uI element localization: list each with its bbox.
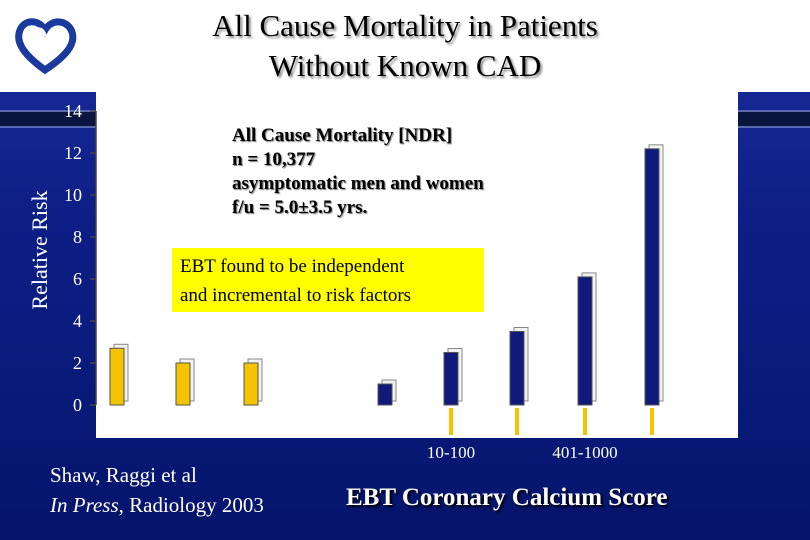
citation: Shaw, Raggi et al In Press, Radiology 20…: [50, 460, 264, 520]
finding-callout: EBT found to be independent and incremen…: [172, 248, 484, 312]
bar-5: [509, 331, 525, 406]
bar-3: [377, 383, 393, 406]
y-tick-label: 12: [64, 143, 82, 163]
y-tick-label: 4: [73, 311, 82, 331]
left-decor-bar: [0, 110, 96, 128]
category-tick: [583, 408, 587, 435]
title-band: [0, 0, 810, 92]
citation-line-2: In Press, Radiology 2003: [50, 490, 264, 520]
title-line-2: Without Known CAD: [268, 48, 542, 83]
y-tick-label: 8: [73, 227, 82, 247]
y-tick-label: 6: [73, 269, 82, 289]
y-tick-label: 10: [64, 185, 82, 205]
right-decor-bar: [738, 110, 810, 128]
category-tick: [449, 408, 453, 435]
x-tick-label: DM: [103, 422, 130, 441]
slide-title: All Cause Mortality in Patients Without …: [0, 6, 810, 86]
citation-journal-status: In Press: [50, 493, 119, 517]
note-line-1: All Cause Mortality [NDR]: [232, 125, 453, 146]
x-tick-label: 10-100: [427, 443, 475, 462]
x-tick-label: <10: [372, 422, 399, 441]
heart-outline-icon: [15, 18, 77, 75]
category-tick: [515, 408, 519, 435]
note-line-3: asymptomatic men and women: [232, 173, 484, 194]
y-tick-label: 0: [73, 395, 82, 415]
bar-2: [243, 362, 259, 406]
citation-journal: , Radiology 2003: [118, 493, 264, 517]
bar-0: [109, 347, 125, 406]
x-axis-group-title: EBT Coronary Calcium Score: [346, 484, 668, 511]
callout-line-1: EBT found to be independent: [180, 256, 405, 277]
note-line-2: n = 10,377: [232, 149, 316, 170]
y-tick-label: 2: [73, 353, 82, 373]
citation-line-1: Shaw, Raggi et al: [50, 463, 197, 487]
x-tick-label: 401-1000: [552, 443, 617, 462]
bar-7: [644, 148, 660, 406]
x-tick-label: HTN: [234, 422, 269, 441]
y-tick-label: 14: [64, 101, 82, 121]
bar-1: [175, 362, 191, 406]
callout-line-2: and incremental to risk factors: [180, 285, 412, 306]
study-note: All Cause Mortality [NDR] n = 10,377 asy…: [232, 124, 484, 220]
bar-6: [577, 276, 593, 406]
bar-4: [443, 352, 459, 406]
x-tick-label: Smoke: [159, 422, 206, 441]
note-line-4: f/u = 5.0±3.5 yrs.: [232, 197, 368, 218]
title-line-1: All Cause Mortality in Patients: [212, 8, 598, 43]
category-tick: [650, 408, 654, 435]
